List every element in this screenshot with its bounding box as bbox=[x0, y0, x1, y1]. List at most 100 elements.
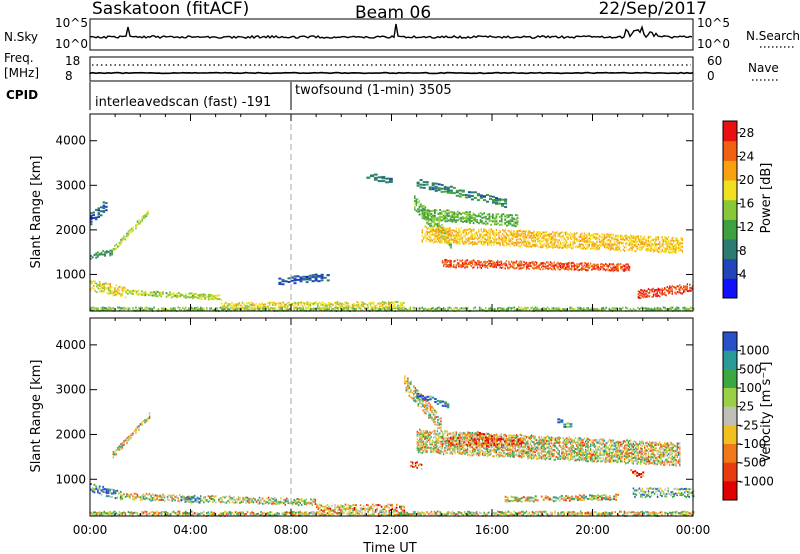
range-cell-857 bbox=[135, 497, 137, 500]
range-cell-915 bbox=[204, 297, 207, 300]
range-cell-2967 bbox=[590, 262, 592, 265]
range-cell-1074 bbox=[276, 502, 279, 505]
range-cell-2259 bbox=[608, 238, 611, 241]
range-cell-2365 bbox=[631, 235, 633, 238]
range-cell-2096 bbox=[574, 242, 577, 245]
range-cell-874 bbox=[172, 292, 175, 295]
range-cell-673 bbox=[135, 227, 137, 230]
range-cell-1319 bbox=[438, 225, 440, 227]
range-cell-1061 bbox=[269, 498, 271, 501]
range-cell-891 bbox=[185, 293, 187, 296]
range-cell-1474 bbox=[445, 233, 447, 236]
range-cell-3550 bbox=[389, 177, 393, 180]
range-cell-710 bbox=[97, 212, 100, 215]
range-cell-635 bbox=[623, 512, 626, 515]
range-cell-2176 bbox=[592, 244, 594, 247]
range-cell-2801 bbox=[523, 261, 525, 263]
range-cell-1215 bbox=[400, 305, 402, 308]
range-cell-2859 bbox=[548, 267, 550, 270]
range-cell-424 bbox=[445, 514, 448, 517]
range-cell-1021 bbox=[271, 307, 274, 310]
range-cell-2112 bbox=[578, 238, 580, 241]
range-cell-1374 bbox=[424, 236, 426, 239]
range-cell-147 bbox=[230, 306, 232, 309]
range-cell-1813 bbox=[517, 244, 519, 247]
range-cell-1170 bbox=[369, 302, 372, 305]
range-cell-1921 bbox=[537, 232, 539, 235]
range-cell-2630 bbox=[450, 260, 452, 263]
range-cell-1471 bbox=[445, 239, 447, 242]
range-cell-2714 bbox=[487, 264, 489, 267]
range-cell-2058 bbox=[566, 240, 568, 243]
range-cell-897 bbox=[159, 498, 161, 501]
range-cell-3491 bbox=[672, 285, 675, 288]
range-cell-1204 bbox=[344, 507, 347, 510]
range-cell-648 bbox=[634, 511, 636, 514]
range-cell-1919 bbox=[537, 236, 539, 239]
range-cell-1861 bbox=[525, 242, 528, 245]
range-cell-937 bbox=[220, 298, 222, 301]
range-cell-3311 bbox=[419, 186, 423, 189]
range-cell-68 bbox=[147, 512, 149, 515]
range-cell-3145 bbox=[451, 211, 454, 214]
range-cell-2008 bbox=[554, 235, 557, 238]
range-cell-340 bbox=[432, 307, 434, 310]
range-cell-963 bbox=[235, 307, 238, 310]
range-cell-1806 bbox=[515, 242, 518, 245]
range-cell-2305 bbox=[617, 239, 619, 242]
range-cell-968 bbox=[209, 497, 211, 499]
range-cell-458 bbox=[472, 513, 475, 516]
range-cell-60 bbox=[141, 513, 143, 516]
range-cell-1615 bbox=[474, 241, 476, 244]
range-cell-242 bbox=[331, 307, 333, 310]
range-cell-530 bbox=[531, 511, 534, 513]
range-cell-1363 bbox=[450, 243, 452, 246]
range-cell-2617 bbox=[446, 264, 449, 267]
range-cell-1377 bbox=[425, 239, 427, 242]
range-cell-1137 bbox=[180, 495, 183, 498]
range-cell-314 bbox=[405, 307, 407, 310]
range-cell-1084 bbox=[309, 301, 312, 304]
range-cell-1190 bbox=[337, 509, 339, 512]
range-cell-1543 bbox=[459, 238, 461, 241]
range-cell-1934 bbox=[541, 246, 543, 249]
range-cell-632 bbox=[620, 510, 623, 513]
range-cell-1124 bbox=[308, 501, 311, 504]
range-cell-2358 bbox=[631, 249, 633, 252]
range-cell-2278 bbox=[612, 238, 614, 241]
range-cell-1704 bbox=[493, 241, 495, 244]
range-cell-1773 bbox=[508, 238, 510, 241]
range-cell-534 bbox=[616, 309, 618, 312]
range-cell-824 bbox=[132, 289, 134, 292]
range-cell-446 bbox=[537, 308, 540, 311]
range-cell-2570 bbox=[675, 252, 677, 255]
range-cell-875 bbox=[145, 497, 148, 500]
range-cell-210 bbox=[296, 307, 298, 310]
range-cell-412 bbox=[506, 308, 508, 311]
range-cell-2569 bbox=[674, 239, 676, 242]
range-cell-1494 bbox=[449, 230, 451, 233]
range-cell-2234 bbox=[603, 234, 606, 237]
range-cell-1643 bbox=[480, 230, 482, 233]
range-cell-1687 bbox=[489, 239, 491, 242]
range-cell-1101 bbox=[295, 499, 297, 502]
range-cell-613 bbox=[91, 256, 94, 259]
range-cell-469 bbox=[483, 511, 485, 514]
range-cell-1191 bbox=[337, 506, 339, 508]
range-cell-2817 bbox=[530, 265, 533, 268]
range-cell-3349 bbox=[455, 191, 459, 194]
range-cell-2400 bbox=[639, 238, 641, 241]
range-cell-1110 bbox=[327, 304, 330, 306]
range-cell-2587 bbox=[677, 239, 680, 242]
range-cell-1134 bbox=[342, 303, 345, 306]
range-cell-3192 bbox=[469, 217, 471, 220]
range-cell-1176 bbox=[372, 301, 375, 304]
range-cell-870 bbox=[142, 493, 145, 496]
power-colorbar-label-1: 8 bbox=[739, 244, 747, 258]
range-cell-392 bbox=[417, 511, 419, 513]
range-cell-310 bbox=[352, 511, 354, 514]
range-cell-1238 bbox=[418, 213, 421, 216]
range-cell-347 bbox=[438, 306, 440, 309]
range-cell-3345 bbox=[449, 185, 453, 188]
range-cell-1641 bbox=[480, 235, 482, 238]
